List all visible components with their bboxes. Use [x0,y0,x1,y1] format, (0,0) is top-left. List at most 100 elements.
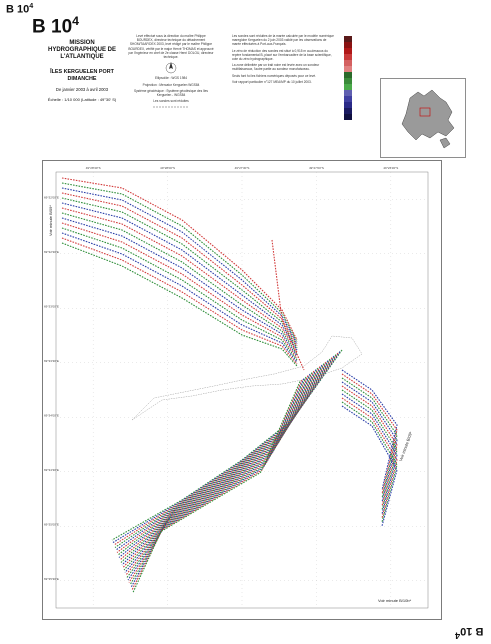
grid-tick-label-top: 49°27'30"S [235,166,250,170]
sounding-track-south [114,354,337,548]
soundings-text: Les sondes sont réduites [153,99,189,104]
grid-tick-label-left: 69°34'30"E [44,468,59,472]
grid-tick-label-top: 49°26'30"S [383,166,398,170]
sheet-ref-bottom: B 104 [455,625,483,641]
sounding-track-east [341,385,398,507]
sounding-track-south [131,379,303,591]
sounding-track-south [126,372,313,578]
sounding-track-north [61,227,298,361]
grid-labels: 49°28'30"S 49°28'00"S 49°27'30"S 49°27'00"S… [44,166,398,581]
survey-dates: De janvier 2003 à avril 2003 [55,87,109,92]
tide-text: Les sondes sont réduites de la marée cal… [232,34,334,47]
sheet-ref-bottom-text: B 10 [459,625,483,638]
grid-tick-label-top: 49°28'00"S [160,166,175,170]
sounding-track-east [341,373,398,495]
info-right: Les sondes sont réduites de la marée cal… [232,34,336,86]
depth-palette [344,36,352,120]
mission-title: MISSION HYDROGRAPHIQUE DE L'ATLANTIQUE [47,40,116,60]
ellipsoid-text: Ellipsoïde : WGS 1984 [154,76,188,81]
palette-swatch [344,66,352,72]
inset-land-mass [401,89,455,141]
sounding-track-east [341,369,398,491]
minute-label-bottom: Voir minute B/10b* [378,598,412,603]
sounding-track-east [341,377,398,499]
sounding-track-south [111,349,343,541]
palette-swatch [344,90,352,96]
north-arrow-icon [165,62,177,74]
sheet-ref-top: B 104 [6,2,33,16]
palette-swatch [344,84,352,90]
sheet-ref-main-sup: 4 [72,14,80,28]
inset-location-map [380,78,466,158]
sounding-tracks [61,177,398,593]
geodetic-text: Système géodésique : Système géodésique … [133,88,209,98]
palette-swatch [344,36,352,42]
sounding-track-south [125,370,315,576]
palette-swatch [344,78,352,84]
palette-swatch [344,54,352,60]
datum-text: Le zéro de réduction des sondes est situ… [232,48,332,62]
palette-swatch [344,48,352,54]
sheet-ref-main-text: B 10 [32,16,73,38]
sounding-track-south [119,361,327,561]
sounding-track-south [121,364,323,566]
palette-swatch [344,60,352,66]
grid-tick-label-top: 49°28'30"S [86,166,101,170]
sounding-track-south [129,376,307,586]
palette-swatch [344,42,352,48]
sounding-track-south [118,360,329,558]
multibeam-text: La zone délimitée par un trait noire est… [232,63,320,72]
sounding-track-north [61,177,298,341]
report-text: Voir rapport particulier n°127 MEA/MP du… [232,79,312,84]
location-title: ÎLES KERGUELEN PORT DIMANCHE [50,69,114,82]
sounding-track-north [61,217,298,357]
sounding-track-north [61,187,298,345]
palette-swatch [344,72,352,78]
survey-chart: 49°28'30"S 49°28'00"S 49°27'30"S 49°27'00"S… [42,160,442,620]
minute-label-left: Voir minute B/09* [48,205,53,236]
title-block: MISSION HYDROGRAPHIQUE DE L'ATLANTIQUE Î… [44,40,120,102]
sounding-track-east [341,389,398,511]
grid-tick-label-left: 69°32'00"E [44,195,59,199]
sheet-ref-bottom-sup: 4 [454,631,460,641]
palette-swatch [344,108,352,114]
sounding-track-south [127,373,311,581]
palette-swatch [344,114,352,120]
sounding-track-north [61,212,298,355]
sounding-track-north [61,222,298,359]
sounding-track-north [61,192,298,347]
sounding-track-south [130,378,305,588]
grid-tick-label-left: 69°35'00"E [44,522,59,526]
sheet-ref-main: B 104 [32,14,79,38]
sounding-track-north [61,202,298,351]
files-text: Seuls font foi les fichiers numériques d… [232,73,316,78]
palette-swatch [344,96,352,102]
sounding-track-south [128,375,309,583]
sounding-track-south [113,352,339,546]
sounding-track-east [341,397,398,519]
sounding-track-north [61,182,298,343]
chart-outer-frame [42,160,442,620]
sounding-track-east [341,381,398,503]
scale-bar-icon [153,107,189,108]
info-center: Levé effectué sous la direction du maîtr… [128,34,214,111]
grid-lines [56,172,428,608]
sounding-track-south [120,363,325,563]
grid-tick-label-left: 69°35'30"E [44,577,59,581]
sounding-track-north [61,207,298,353]
sounding-track-east [341,405,398,527]
map-scale: Échelle : 1/10 000 (Latitude : 49°30' S) [47,97,117,102]
grid-tick-label-left: 69°32'30"E [44,250,59,254]
sounding-track-north [61,242,298,367]
multibeam-zone-boundary [131,335,363,421]
sheet-ref-top-text: B 10 [6,3,30,16]
credits-text: Levé effectué sous la direction du maîtr… [128,34,214,60]
grid-tick-label-left: 69°34'00"E [44,413,59,417]
palette-swatch [344,102,352,108]
grid-tick-label-left: 69°33'30"E [44,359,59,363]
sounding-track-south [132,381,301,593]
inset-survey-area [419,107,431,117]
grid-tick-label-left: 69°33'00"E [44,304,59,308]
sounding-track-north [61,237,298,365]
sounding-track-east [341,393,398,515]
